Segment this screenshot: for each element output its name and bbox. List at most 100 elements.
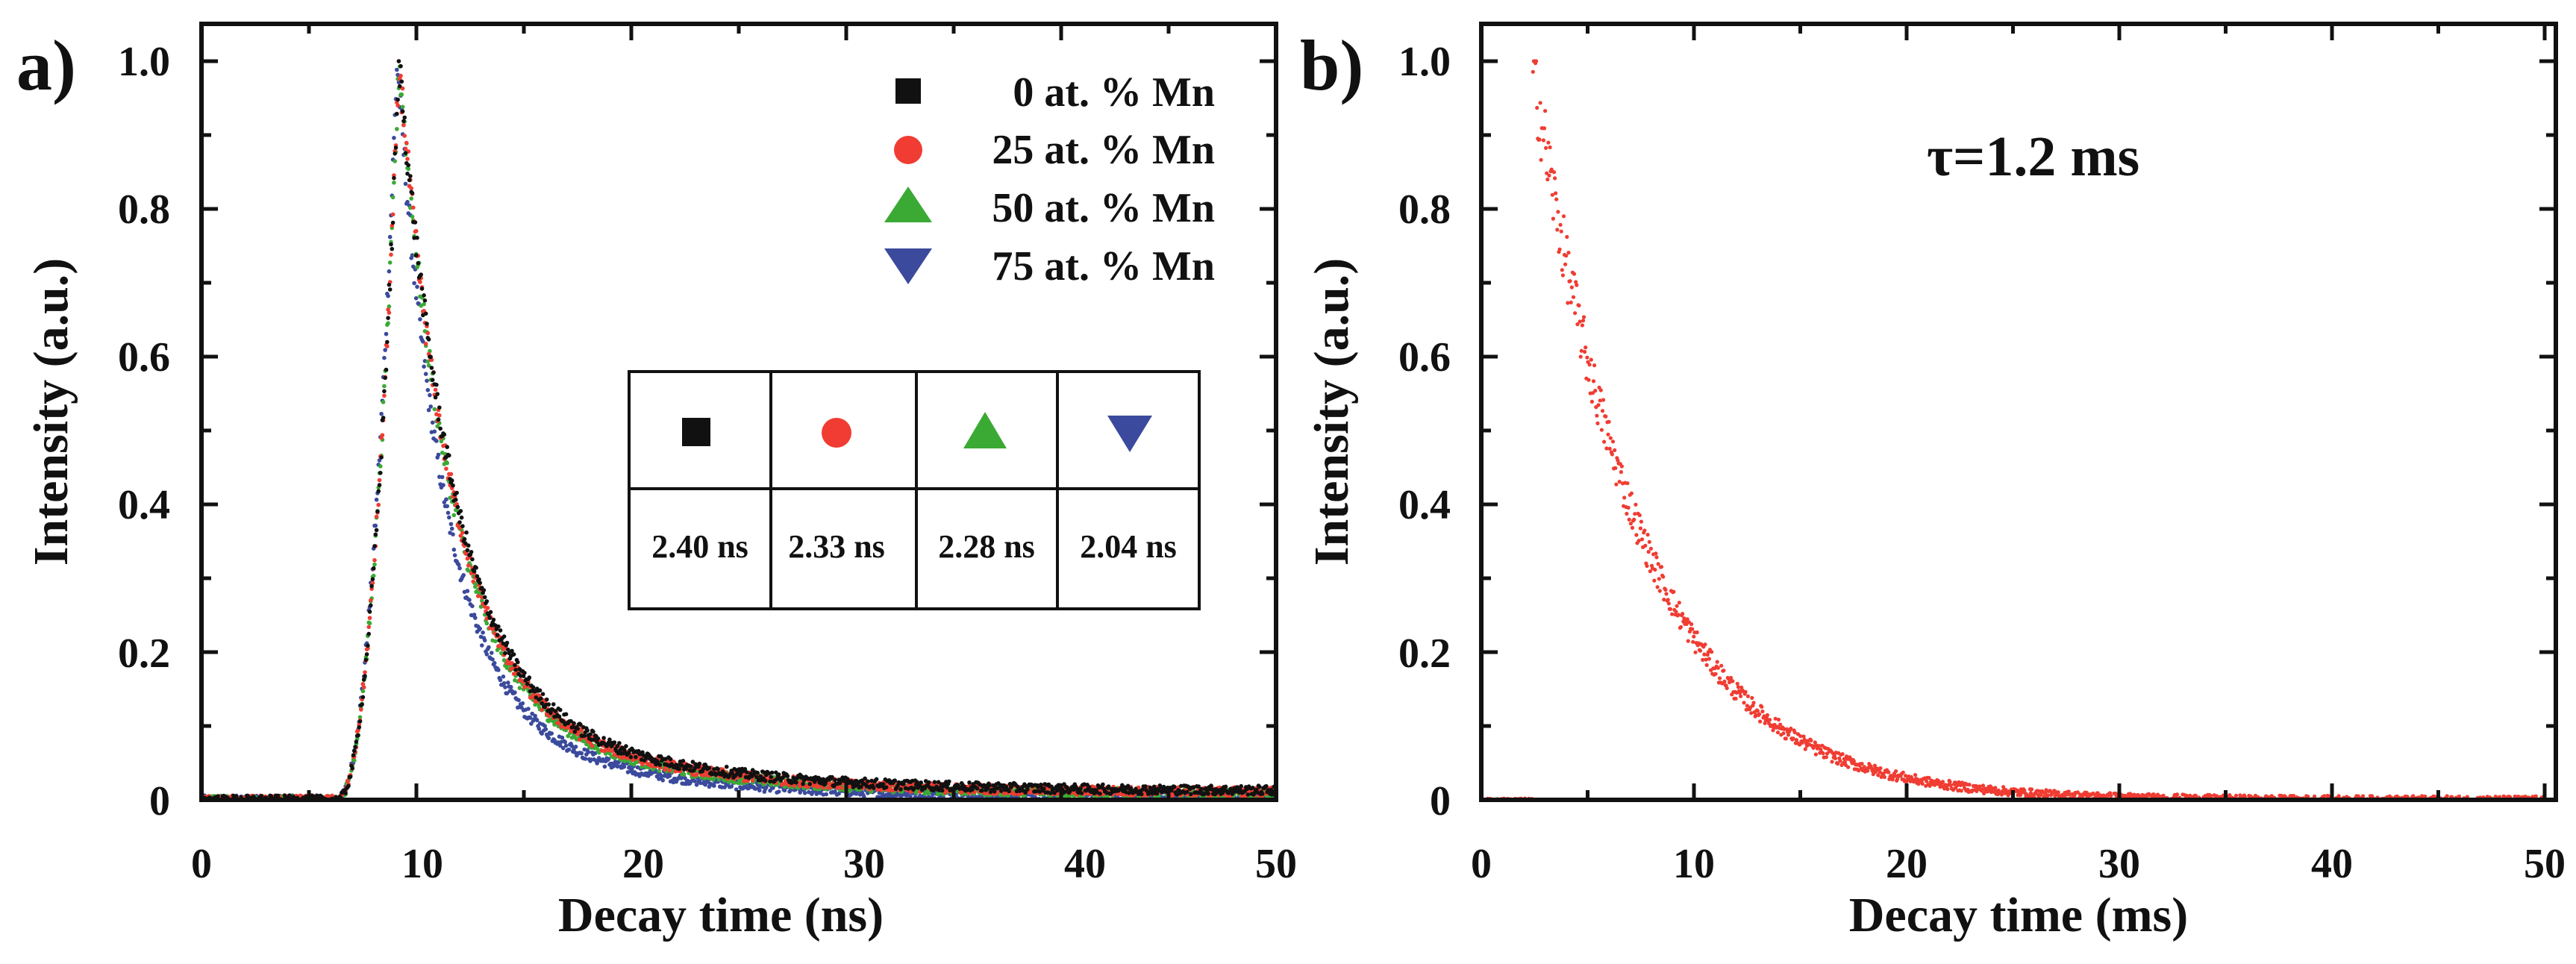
data-point (413, 253, 419, 258)
data-point (1542, 126, 1547, 131)
data-point (381, 416, 386, 420)
panel-a: a) 0 0.2 0.4 0.6 0.8 1.0 0 10 20 30 40 5… (16, 22, 1297, 942)
data-point (471, 579, 475, 584)
data-point (1538, 101, 1542, 105)
data-point (1645, 563, 1649, 569)
data-point (563, 739, 568, 745)
data-point (540, 731, 544, 736)
data-point (1715, 660, 1719, 664)
data-point (409, 196, 413, 201)
data-point (985, 786, 990, 791)
data-point (1589, 357, 1593, 362)
data-point (1550, 193, 1554, 197)
data-point (750, 778, 755, 783)
data-point (586, 750, 591, 754)
data-point (1760, 709, 1765, 714)
data-point (657, 769, 661, 773)
data-point (352, 758, 357, 763)
data-point (660, 778, 665, 783)
data-point (1610, 439, 1616, 444)
data-point (1686, 639, 1690, 643)
data-point (1681, 612, 1685, 616)
data-point (370, 580, 375, 586)
data-point (557, 721, 562, 725)
data-point (1007, 789, 1011, 794)
data-point (372, 562, 377, 567)
data-point (366, 625, 372, 630)
data-point (1643, 543, 1648, 548)
data-point (1734, 696, 1738, 701)
data-point (634, 754, 638, 760)
data-point (1238, 787, 1242, 792)
data-point (410, 253, 415, 257)
data-point (459, 515, 464, 520)
data-point (423, 342, 428, 346)
data-point (1656, 562, 1660, 566)
data-point (540, 707, 544, 713)
data-point (487, 616, 492, 620)
data-point (874, 777, 879, 782)
data-point (458, 533, 463, 538)
data-point (473, 616, 478, 620)
data-point (859, 784, 863, 789)
a-ytick-label-1: 0.2 (118, 630, 170, 677)
a-legend: 0 at. % Mn 25 at. % Mn 50 at. % Mn 75 at… (884, 69, 1215, 289)
data-point (732, 780, 737, 785)
data-point (1670, 612, 1675, 616)
data-point (1830, 760, 1834, 764)
data-point (495, 633, 500, 637)
data-point (1535, 105, 1539, 110)
data-point (386, 316, 390, 321)
data-point (543, 724, 547, 728)
data-point (1633, 512, 1637, 516)
data-point (425, 388, 431, 392)
data-point (1833, 756, 1837, 761)
data-point (528, 716, 533, 720)
data-point (454, 490, 459, 495)
a-xtick-label-3: 30 (843, 841, 885, 887)
data-point (352, 748, 357, 754)
data-point (615, 744, 620, 748)
data-point (403, 181, 408, 187)
data-point (1627, 517, 1631, 522)
data-point (470, 604, 475, 609)
data-point (821, 786, 826, 790)
data-point (1616, 458, 1620, 463)
data-point (442, 432, 447, 437)
data-point (437, 413, 442, 418)
data-point (866, 779, 870, 783)
data-point (287, 793, 292, 798)
data-point (522, 671, 527, 675)
data-point (526, 707, 531, 711)
data-point (1652, 578, 1657, 583)
data-point (1591, 379, 1596, 384)
data-point (234, 794, 239, 799)
data-point (1604, 446, 1609, 451)
data-point (400, 86, 405, 91)
data-point (1783, 736, 1788, 741)
data-point (1608, 436, 1613, 440)
data-point (629, 767, 634, 772)
data-point (462, 536, 467, 542)
data-point (400, 109, 405, 114)
data-point (1653, 567, 1657, 572)
data-point (764, 785, 769, 789)
data-point (411, 205, 416, 210)
data-point (763, 778, 768, 783)
data-point (1642, 528, 1647, 533)
data-point (862, 794, 866, 799)
data-point (1034, 789, 1039, 794)
data-point (1792, 730, 1797, 735)
data-point (458, 509, 463, 513)
data-point (493, 639, 498, 644)
data-point (1127, 791, 1131, 795)
data-point (428, 404, 433, 409)
data-point (1577, 303, 1581, 308)
data-point (1079, 791, 1084, 795)
legend-label-1: 25 at. % Mn (992, 127, 1215, 173)
a-ytick-label-4: 0.8 (118, 187, 170, 233)
data-point (1560, 268, 1564, 272)
data-point (412, 281, 416, 286)
data-point (534, 695, 539, 700)
